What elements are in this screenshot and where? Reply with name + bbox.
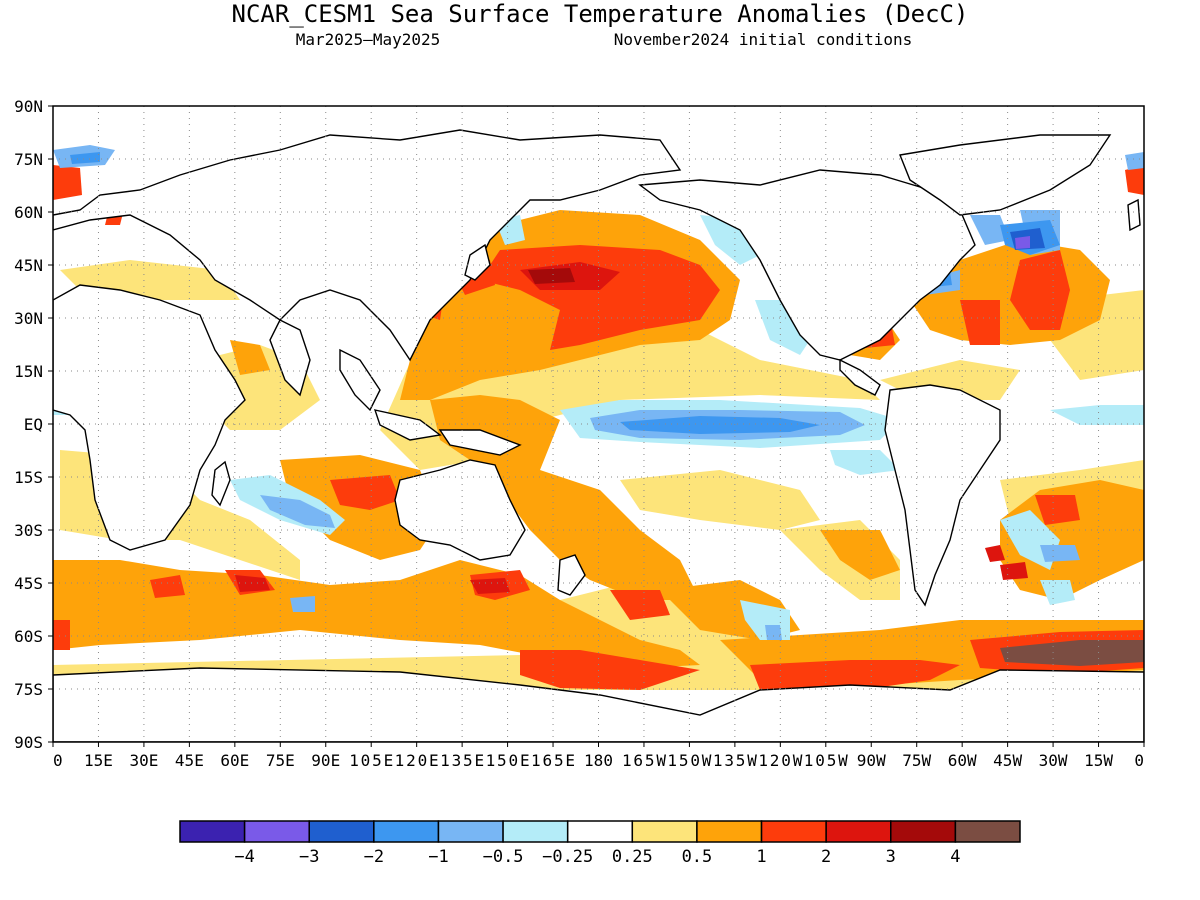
- lon-label: 0: [1134, 751, 1144, 770]
- coastlines: [53, 129, 1144, 742]
- colorbar-label: 4: [950, 847, 960, 867]
- lon-label: 30W: [1039, 751, 1068, 770]
- lat-label: 30S: [14, 521, 43, 540]
- lon-label: 165W: [622, 751, 666, 770]
- colorbar-swatch: [373, 820, 440, 843]
- lon-label: 90E: [311, 751, 340, 770]
- lon-label: 165E: [531, 751, 575, 770]
- greenland: [899, 134, 1112, 216]
- lat-label: 15N: [14, 362, 43, 381]
- lat-label: 30N: [14, 309, 43, 328]
- anomaly-3-4: [528, 268, 575, 284]
- colorbar: −4 −3 −2 −1 −0.5 −0.25 0.25 0.5 1 2 3 4: [179, 820, 1021, 867]
- uk: [1127, 198, 1141, 232]
- figure-subtitle-period: Mar2025–May2025: [296, 30, 441, 49]
- latitude-labels: 90N 75N 60N 45N 30N 15N EQ 15S 30S 45S 60S 75S 90S: [14, 97, 53, 752]
- lon-label: 105W: [804, 751, 848, 770]
- lat-label: 60N: [14, 203, 43, 222]
- lon-label: 180: [584, 751, 613, 770]
- japan: [464, 243, 491, 281]
- eurasia-landmass: [53, 129, 682, 362]
- lat-label: 45S: [14, 574, 43, 593]
- map-panel: [52, 105, 1145, 743]
- anomaly-neg3-neg4: [1015, 236, 1030, 249]
- lon-label: 135W: [713, 751, 757, 770]
- gridlines: [53, 106, 1144, 742]
- lat-label: 90S: [14, 733, 43, 752]
- lat-label: 15S: [14, 468, 43, 487]
- colorbar-swatch: [954, 820, 1021, 843]
- lon-label: 135E: [440, 751, 484, 770]
- lon-label: 45E: [175, 751, 204, 770]
- lon-label: 15E: [84, 751, 113, 770]
- new-zealand: [557, 554, 586, 596]
- australia: [394, 459, 526, 561]
- colorbar-label: 0.25: [612, 847, 653, 867]
- southeast-asia: [339, 348, 381, 412]
- colorbar-label: 1: [756, 847, 766, 867]
- colorbar-label: −0.5: [483, 847, 524, 867]
- lon-label: 105E: [349, 751, 393, 770]
- indonesia-1: [373, 409, 442, 441]
- lon-label: 15W: [1084, 751, 1113, 770]
- lon-label: 90W: [857, 751, 886, 770]
- figure-subtitle-init: November2024 initial conditions: [614, 30, 913, 49]
- indonesia-2: [438, 429, 522, 456]
- lon-label: 60W: [948, 751, 977, 770]
- lon-label: 150E: [486, 751, 530, 770]
- lon-label: 30E: [129, 751, 158, 770]
- colorbar-swatch: [631, 820, 698, 843]
- colorbar-swatch: [825, 820, 892, 843]
- colorbar-label: −2: [364, 847, 384, 867]
- lon-label: 75E: [266, 751, 295, 770]
- central-america: [839, 358, 881, 396]
- figure-title: NCAR_CESM1 Sea Surface Temperature Anoma…: [232, 0, 969, 28]
- india: [269, 319, 311, 397]
- colorbar-label: 3: [886, 847, 896, 867]
- colorbar-swatch: [566, 820, 634, 843]
- colorbar-swatch: [243, 820, 310, 843]
- colorbar-label: 0.5: [682, 847, 713, 867]
- colorbar-swatch: [502, 820, 569, 843]
- colorbar-swatch: [696, 820, 763, 843]
- lat-label: 75N: [14, 150, 43, 169]
- colorbar-label: −4: [234, 847, 254, 867]
- anomaly-above-4: [1000, 640, 1144, 666]
- colorbar-swatch: [179, 820, 246, 843]
- lon-label: 60E: [220, 751, 249, 770]
- lat-label: 60S: [14, 627, 43, 646]
- africa-landmass: [53, 284, 246, 551]
- lat-label: 75S: [14, 680, 43, 699]
- lat-label: EQ: [24, 415, 43, 434]
- lon-label: 150W: [667, 751, 711, 770]
- colorbar-swatch: [760, 820, 827, 843]
- colorbar-swatch: [890, 820, 957, 843]
- south-america: [884, 384, 1001, 607]
- colorbar-label: 2: [821, 847, 831, 867]
- lon-label: 120W: [758, 751, 802, 770]
- lon-label: 45W: [993, 751, 1022, 770]
- lat-label: 90N: [14, 97, 43, 116]
- lon-label: 120E: [395, 751, 439, 770]
- colorbar-label: −0.25: [542, 847, 593, 867]
- longitude-labels: 0 15E 30E 45E 60E 75E 90E 105E 120E 135E 150E 165E 1…: [52, 742, 1145, 770]
- colorbar-label: −3: [299, 847, 319, 867]
- colorbar-swatch: [437, 820, 504, 843]
- lon-label: 75W: [902, 751, 931, 770]
- antarctica: [53, 667, 1144, 742]
- lon-label: 0: [53, 751, 63, 770]
- colorbar-swatch: [308, 820, 375, 843]
- colorbar-label: −1: [428, 847, 448, 867]
- madagascar: [211, 460, 231, 507]
- north-america: [638, 169, 976, 361]
- lat-label: 45N: [14, 256, 43, 275]
